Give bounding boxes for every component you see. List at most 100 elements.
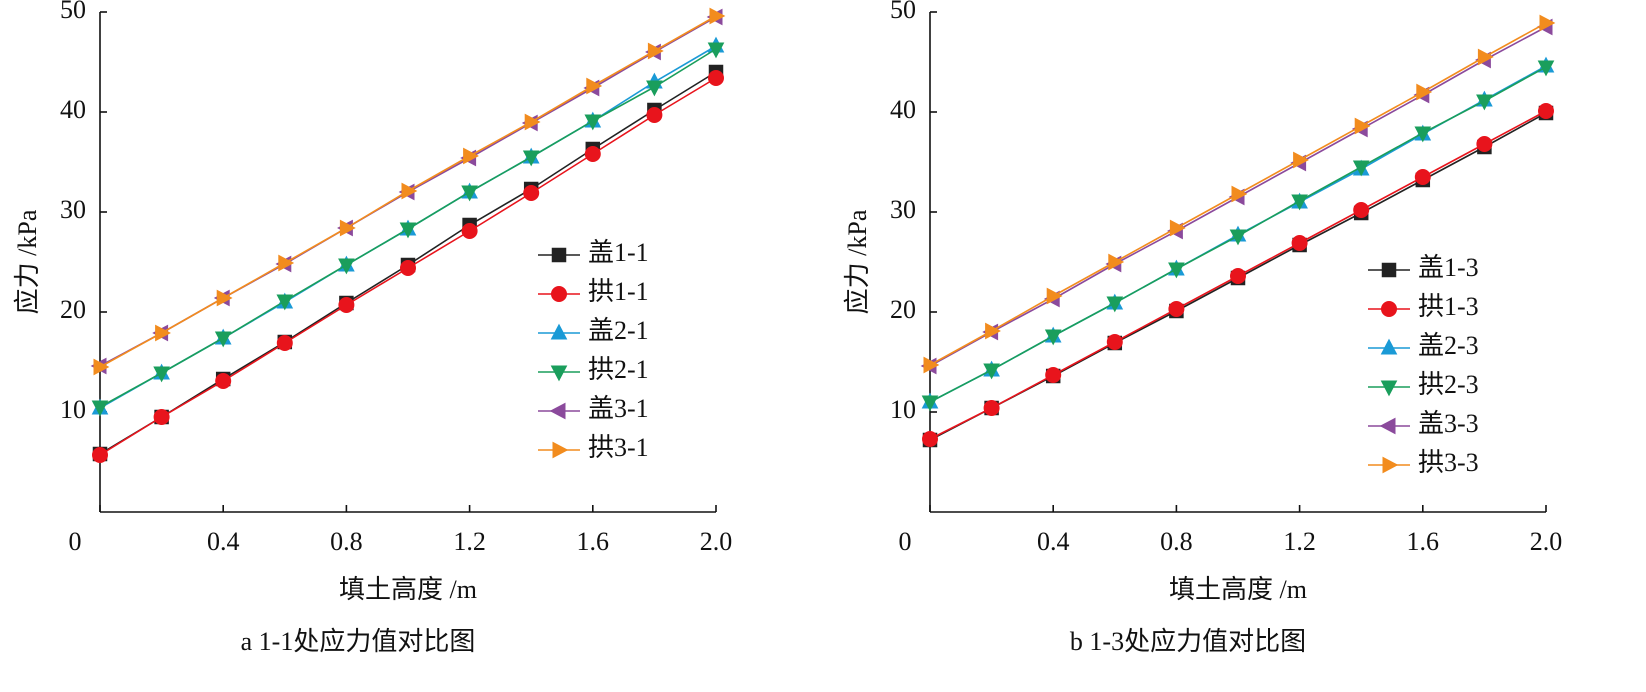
marker	[1476, 94, 1493, 111]
legend-marker	[1381, 301, 1397, 317]
legend-marker	[550, 365, 568, 382]
marker	[278, 254, 295, 272]
y-tick-label: 20	[890, 295, 916, 324]
x-axis-label: 填土高度 /m	[339, 575, 477, 604]
marker	[708, 70, 724, 86]
y-axis-label: 应力 /kPa	[843, 209, 872, 314]
marker	[338, 297, 355, 313]
marker	[1291, 194, 1308, 211]
marker	[214, 331, 232, 348]
marker	[1354, 117, 1371, 135]
marker	[92, 447, 108, 463]
marker	[524, 113, 541, 131]
x-tick-label: 0.4	[207, 527, 240, 556]
marker	[1293, 151, 1309, 169]
marker	[1106, 296, 1124, 313]
x-tick-label: 1.6	[577, 527, 610, 556]
marker	[1168, 262, 1185, 279]
chart-caption: a 1-1处应力值对比图	[241, 627, 476, 656]
marker	[1477, 48, 1494, 66]
marker	[1416, 83, 1433, 101]
legend-marker	[550, 323, 568, 340]
legend-label: 盖1-3	[1418, 253, 1479, 282]
marker	[1169, 219, 1186, 237]
x-axis-label: 填土高度 /m	[1169, 575, 1307, 604]
marker	[276, 335, 293, 351]
legend-marker	[551, 247, 567, 263]
y-tick-label: 10	[890, 395, 916, 424]
x-tick-label: 0	[899, 527, 912, 556]
legend-marker	[552, 441, 569, 459]
y-tick-label: 30	[890, 195, 916, 224]
marker	[1352, 160, 1370, 177]
marker	[216, 289, 233, 307]
marker	[1045, 367, 1062, 383]
marker	[707, 42, 725, 59]
legend-marker	[1380, 338, 1398, 355]
y-tick-label: 50	[60, 0, 86, 24]
legend-label: 拱2-3	[1418, 370, 1479, 399]
marker	[584, 146, 601, 162]
marker	[1539, 14, 1556, 32]
marker	[921, 395, 939, 412]
marker	[1046, 287, 1063, 305]
y-tick-label: 40	[60, 95, 86, 124]
marker	[91, 400, 109, 417]
legend-label: 拱1-1	[588, 277, 649, 306]
marker	[923, 356, 940, 374]
legend-label: 拱3-1	[588, 433, 649, 462]
marker	[1414, 126, 1432, 143]
marker	[215, 373, 232, 389]
x-tick-label: 2.0	[700, 527, 733, 556]
marker	[93, 358, 110, 376]
legend-marker	[1379, 417, 1396, 435]
marker	[523, 185, 540, 201]
marker	[1414, 169, 1431, 185]
marker	[401, 182, 418, 200]
marker	[1538, 103, 1554, 119]
marker	[153, 366, 170, 383]
marker	[338, 258, 355, 275]
marker	[1353, 202, 1370, 218]
marker	[400, 260, 416, 276]
legend-label: 拱2-1	[588, 355, 649, 384]
marker	[983, 363, 1000, 380]
marker	[1291, 235, 1308, 251]
x-tick-label: 0.4	[1037, 527, 1070, 556]
marker	[1230, 268, 1246, 284]
legend-marker	[1380, 380, 1398, 397]
marker	[276, 294, 294, 311]
x-tick-label: 0.8	[1160, 527, 1193, 556]
marker	[1537, 60, 1555, 77]
legend-marker	[1381, 262, 1397, 278]
marker	[399, 222, 417, 239]
y-tick-label: 40	[890, 95, 916, 124]
marker	[1106, 334, 1123, 350]
legend-marker	[549, 402, 566, 420]
marker	[339, 219, 356, 237]
marker	[463, 147, 479, 165]
legend-label: 盖2-3	[1418, 331, 1479, 360]
marker	[647, 42, 664, 60]
marker	[922, 431, 938, 447]
legend-label: 盖3-3	[1418, 409, 1479, 438]
y-tick-label: 50	[890, 0, 916, 24]
marker	[584, 114, 602, 131]
marker	[709, 7, 726, 25]
x-tick-label: 0	[69, 527, 82, 556]
marker	[461, 185, 478, 202]
x-tick-label: 1.2	[453, 527, 486, 556]
marker	[155, 324, 171, 342]
marker	[1476, 136, 1493, 152]
marker	[646, 80, 663, 97]
x-tick-label: 0.8	[330, 527, 363, 556]
legend-label: 拱1-3	[1418, 292, 1479, 321]
marker	[1229, 229, 1247, 246]
marker	[1108, 253, 1125, 271]
marker	[983, 400, 1000, 416]
legend-label: 盖3-1	[588, 394, 649, 423]
marker	[1168, 301, 1185, 317]
marker	[153, 409, 170, 425]
y-tick-label: 30	[60, 195, 86, 224]
